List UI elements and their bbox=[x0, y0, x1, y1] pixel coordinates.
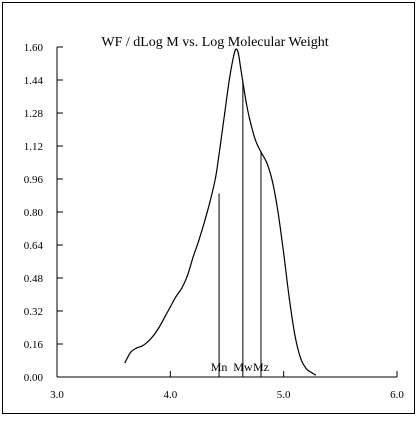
data-point bbox=[203, 221, 205, 223]
data-point bbox=[300, 357, 302, 360]
data-point bbox=[152, 335, 154, 337]
y-tick-label: 0.00 bbox=[24, 372, 44, 384]
y-tick-label: 1.44 bbox=[24, 75, 44, 87]
marker-label-mw: Mw bbox=[233, 360, 253, 374]
data-point bbox=[305, 368, 307, 370]
data-point bbox=[198, 240, 200, 242]
x-tick-label: 4.0 bbox=[163, 389, 177, 401]
data-point bbox=[181, 287, 183, 289]
data-point bbox=[147, 341, 149, 343]
y-tick-label: 0.80 bbox=[24, 207, 44, 219]
data-point bbox=[237, 52, 239, 54]
data-point bbox=[124, 361, 126, 364]
x-tick-label: 6.0 bbox=[390, 389, 404, 401]
y-tick-label: 0.96 bbox=[24, 174, 44, 186]
series-line bbox=[124, 48, 316, 376]
y-tick-label: 0.16 bbox=[24, 339, 44, 351]
data-point bbox=[228, 79, 230, 81]
plot-area: Mn Mw Mz bbox=[124, 48, 316, 377]
data-point bbox=[271, 180, 273, 182]
axes: 0.00 0.16 0.32 0.48 0.64 0.80 0.96 1.12 1.28 1.44… bbox=[24, 42, 405, 401]
y-tick-label: 0.32 bbox=[24, 306, 43, 318]
data-point bbox=[233, 54, 235, 56]
data-point bbox=[130, 351, 132, 353]
data-point bbox=[294, 335, 296, 337]
data-point bbox=[175, 295, 177, 298]
data-point bbox=[186, 275, 188, 277]
data-point bbox=[266, 161, 268, 164]
data-point bbox=[192, 256, 194, 258]
data-point bbox=[158, 326, 160, 329]
y-tick-label: 0.48 bbox=[24, 273, 44, 285]
data-point bbox=[254, 139, 256, 141]
data-point bbox=[141, 345, 143, 347]
marker-label-mn: Mn bbox=[211, 360, 228, 374]
x-tick-label: 3.0 bbox=[50, 389, 64, 401]
data-point bbox=[277, 211, 279, 213]
data-point bbox=[209, 201, 211, 203]
data-point bbox=[245, 102, 247, 104]
data-point bbox=[224, 112, 226, 114]
data-point bbox=[169, 306, 171, 308]
y-tick-label: 1.60 bbox=[24, 42, 44, 54]
data-point bbox=[314, 374, 316, 376]
chart-title: WF / dLog M vs. Log Molecular Weight bbox=[101, 35, 328, 50]
data-point bbox=[164, 316, 166, 318]
y-tick-label: 1.12 bbox=[24, 141, 43, 153]
data-point bbox=[311, 372, 313, 374]
y-tick-label: 1.28 bbox=[24, 108, 44, 120]
data-point bbox=[235, 48, 237, 50]
data-point bbox=[249, 118, 251, 120]
data-point bbox=[219, 145, 221, 147]
data-point bbox=[135, 347, 137, 349]
x-tick-label: 5.0 bbox=[277, 389, 291, 401]
data-point bbox=[215, 176, 217, 178]
marker-label-mz: Mz bbox=[253, 360, 269, 374]
chart-frame bbox=[2, 2, 415, 414]
data-point bbox=[288, 298, 290, 300]
y-tick-label: 0.64 bbox=[24, 240, 44, 252]
data-point bbox=[240, 67, 242, 69]
data-point bbox=[283, 252, 285, 254]
